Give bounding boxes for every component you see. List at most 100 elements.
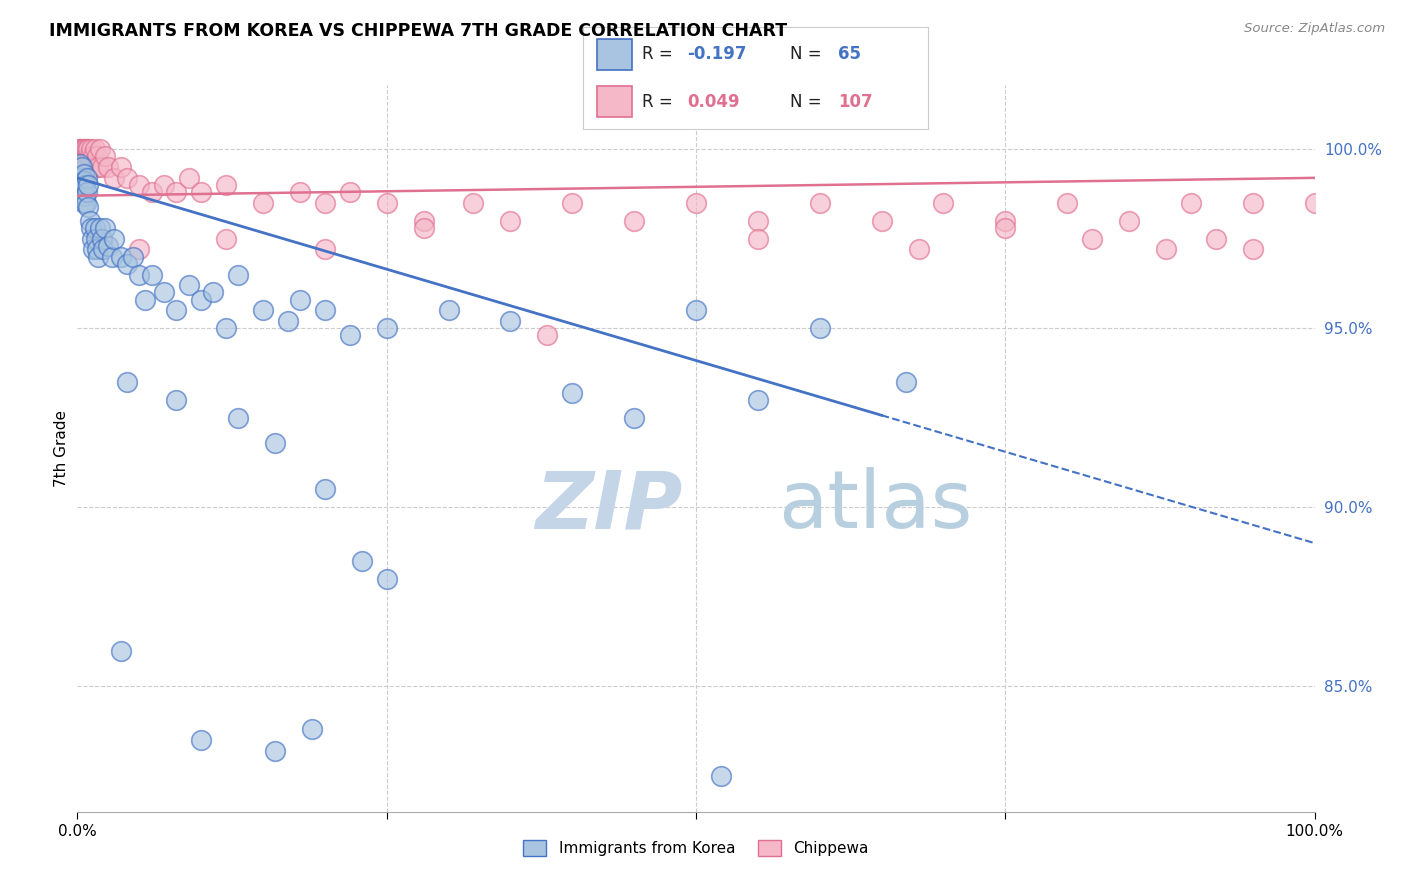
Point [463, 195, 485, 210]
Point [536, 328, 558, 343]
Point [82, 243, 104, 257]
Point [83, 221, 105, 235]
Point [215, 321, 238, 335]
Point [747, 392, 769, 407]
Point [80, 142, 103, 156]
Point [623, 214, 645, 228]
Point [134, 293, 156, 307]
Point [110, 643, 132, 657]
Point [1081, 232, 1104, 246]
Point [122, 250, 145, 264]
Point [710, 769, 733, 783]
Point [115, 257, 138, 271]
Point [375, 321, 398, 335]
Point [314, 303, 336, 318]
Point [190, 185, 212, 199]
Point [437, 303, 460, 318]
Point [561, 385, 583, 400]
Text: Source: ZipAtlas.com: Source: ZipAtlas.com [1244, 22, 1385, 36]
Point [252, 195, 274, 210]
Point [685, 195, 707, 210]
Point [896, 375, 918, 389]
Point [77, 142, 100, 156]
Point [72, 149, 94, 163]
Point [86, 243, 108, 257]
Point [350, 554, 373, 568]
Point [91, 232, 114, 246]
Point [110, 250, 132, 264]
Point [165, 392, 187, 407]
Point [412, 221, 434, 235]
Point [67, 149, 90, 163]
Point [82, 149, 104, 163]
Point [1241, 243, 1264, 257]
Point [375, 195, 398, 210]
Point [83, 142, 105, 156]
Point [141, 268, 163, 282]
Text: ZIP: ZIP [536, 467, 682, 545]
Point [103, 170, 125, 185]
Point [72, 142, 94, 156]
Point [994, 214, 1017, 228]
Point [314, 243, 336, 257]
Point [339, 328, 361, 343]
Point [685, 303, 707, 318]
Point [141, 185, 163, 199]
Point [165, 185, 187, 199]
Point [82, 160, 104, 174]
Point [84, 232, 107, 246]
Point [76, 185, 98, 199]
Text: atlas: atlas [778, 467, 972, 545]
Point [907, 243, 929, 257]
Point [1154, 243, 1177, 257]
Point [301, 723, 323, 737]
Point [115, 375, 138, 389]
Point [128, 243, 150, 257]
Point [73, 174, 96, 188]
Point [1205, 232, 1227, 246]
Point [177, 278, 200, 293]
Point [808, 321, 831, 335]
Text: IMMIGRANTS FROM KOREA VS CHIPPEWA 7TH GRADE CORRELATION CHART: IMMIGRANTS FROM KOREA VS CHIPPEWA 7TH GR… [49, 22, 787, 40]
Point [128, 178, 150, 192]
Point [72, 185, 94, 199]
Point [226, 268, 249, 282]
Point [623, 410, 645, 425]
Point [76, 170, 98, 185]
Point [84, 160, 107, 174]
FancyBboxPatch shape [598, 87, 631, 117]
Point [70, 170, 93, 185]
Point [1303, 195, 1326, 210]
Point [70, 142, 93, 156]
Point [1180, 195, 1202, 210]
Point [79, 214, 101, 228]
Point [101, 250, 124, 264]
Point [72, 195, 94, 210]
Point [82, 232, 104, 246]
Point [70, 160, 93, 174]
Point [72, 167, 94, 181]
Point [747, 214, 769, 228]
Point [153, 285, 176, 300]
Point [264, 744, 287, 758]
Point [190, 733, 212, 747]
Point [93, 221, 115, 235]
Point [93, 149, 115, 163]
Point [89, 142, 111, 156]
Point [288, 293, 311, 307]
Point [76, 149, 98, 163]
Point [91, 232, 114, 246]
Point [73, 188, 96, 202]
Point [1118, 214, 1140, 228]
Point [76, 160, 98, 174]
Point [994, 221, 1017, 235]
Point [252, 303, 274, 318]
Point [79, 160, 101, 174]
Point [177, 170, 200, 185]
Text: R =: R = [643, 45, 678, 63]
Point [412, 214, 434, 228]
Point [91, 243, 114, 257]
Point [97, 160, 120, 174]
Point [86, 149, 108, 163]
Text: N =: N = [790, 45, 827, 63]
